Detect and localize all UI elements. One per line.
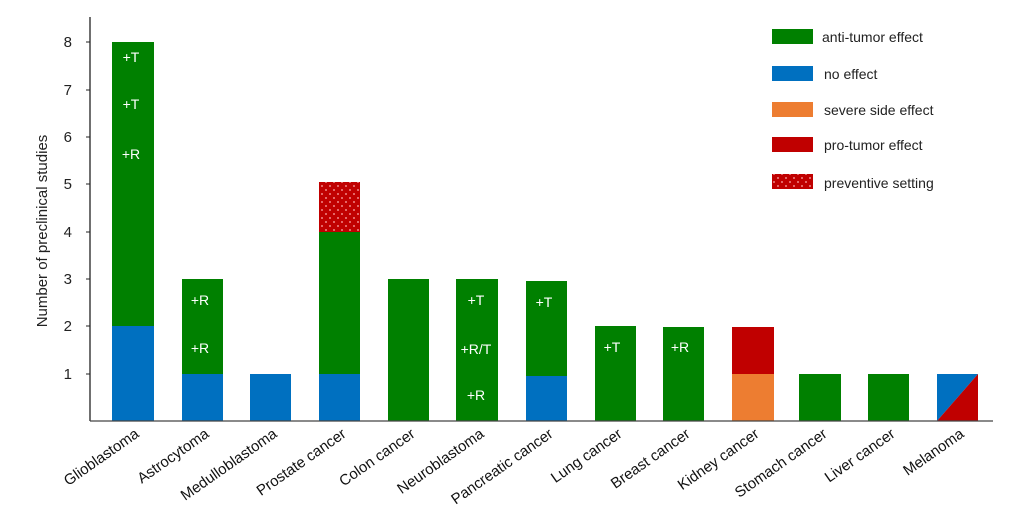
annotation: +R bbox=[191, 340, 209, 356]
svg-text:anti-tumor effect: anti-tumor effect bbox=[822, 29, 923, 45]
svg-text:preventive setting: preventive setting bbox=[824, 175, 934, 191]
bar-neuroblastoma: +T +R/T +R bbox=[456, 279, 498, 421]
annotation: +R bbox=[191, 292, 209, 308]
bar-pancreatic-cancer: +T bbox=[526, 281, 567, 421]
annotation: +R/T bbox=[461, 341, 492, 357]
legend-item-severe-side-effect: severe side effect bbox=[772, 102, 934, 118]
annotation: +T bbox=[468, 292, 485, 308]
y-tick-2: 2 bbox=[64, 318, 72, 335]
legend-item-no-effect: no effect bbox=[772, 66, 878, 82]
legend: anti-tumor effect no effect severe side … bbox=[772, 29, 934, 191]
y-tick-3: 3 bbox=[64, 271, 72, 288]
y-tick-5: 5 bbox=[64, 176, 72, 193]
legend-item-preventive: preventive setting bbox=[772, 174, 934, 191]
y-tick-8: 8 bbox=[64, 34, 72, 51]
x-label: Glioblastoma bbox=[61, 425, 143, 490]
y-tick-4: 4 bbox=[64, 224, 72, 241]
svg-text:severe side effect: severe side effect bbox=[824, 102, 934, 118]
annotation: +T bbox=[123, 49, 140, 65]
y-tick-1: 1 bbox=[64, 366, 72, 383]
x-label: Liver cancer bbox=[822, 425, 899, 486]
bar-medulloblastoma bbox=[250, 374, 291, 421]
annotation: +R bbox=[467, 387, 485, 403]
bar-colon-cancer bbox=[388, 279, 429, 421]
bar-stomach-cancer bbox=[799, 374, 841, 421]
legend-item-anti-tumor: anti-tumor effect bbox=[772, 29, 923, 45]
annotation: +R bbox=[671, 339, 689, 355]
bar-lung-cancer: +T bbox=[595, 326, 636, 421]
annotation: +T bbox=[536, 294, 553, 310]
y-axis-title: Number of preclinical studies bbox=[34, 135, 51, 328]
y-tick-7: 7 bbox=[64, 82, 72, 99]
svg-text:pro-tumor effect: pro-tumor effect bbox=[824, 137, 923, 153]
x-axis-labels: Glioblastoma Astrocytoma Medulloblastoma… bbox=[61, 425, 968, 508]
y-tick-6: 6 bbox=[64, 129, 72, 146]
bar-glioblastoma: +T +T +R bbox=[112, 42, 154, 421]
bar-liver-cancer bbox=[868, 374, 909, 421]
annotation: +T bbox=[123, 96, 140, 112]
y-axis: 1 2 3 4 5 6 7 8 bbox=[64, 17, 91, 421]
bars: +T +T +R +R +R +T +R/T +R bbox=[112, 42, 978, 421]
annotation: +T bbox=[604, 339, 621, 355]
bar-prostate-cancer bbox=[319, 182, 360, 421]
bar-astrocytoma: +R +R bbox=[182, 279, 223, 421]
annotation: +R bbox=[122, 146, 140, 162]
legend-item-pro-tumor: pro-tumor effect bbox=[772, 137, 923, 153]
x-label: Melanoma bbox=[900, 425, 968, 479]
svg-text:no effect: no effect bbox=[824, 66, 878, 82]
bar-kidney-cancer bbox=[732, 327, 774, 421]
bar-breast-cancer: +R bbox=[663, 327, 704, 421]
bar-melanoma bbox=[937, 374, 978, 421]
